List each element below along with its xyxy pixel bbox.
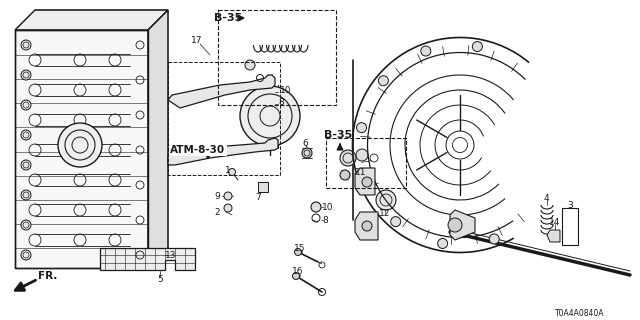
Circle shape	[448, 218, 462, 232]
Polygon shape	[547, 230, 560, 242]
Circle shape	[489, 234, 499, 244]
Circle shape	[356, 123, 367, 132]
Text: 4: 4	[543, 194, 549, 203]
Circle shape	[362, 221, 372, 231]
Polygon shape	[355, 212, 378, 240]
Circle shape	[311, 202, 321, 212]
Circle shape	[21, 190, 31, 200]
Polygon shape	[168, 138, 278, 165]
Polygon shape	[168, 75, 275, 108]
Circle shape	[224, 204, 232, 212]
Circle shape	[292, 273, 300, 279]
Text: 5: 5	[157, 276, 163, 284]
Circle shape	[302, 148, 312, 158]
Circle shape	[340, 150, 356, 166]
Polygon shape	[355, 168, 375, 195]
Circle shape	[224, 192, 232, 200]
Circle shape	[21, 220, 31, 230]
Circle shape	[356, 149, 368, 161]
Bar	[218, 10, 336, 105]
Circle shape	[58, 123, 102, 167]
Text: 12: 12	[380, 209, 390, 218]
Circle shape	[378, 76, 388, 86]
Text: 16: 16	[292, 268, 304, 276]
Polygon shape	[100, 248, 195, 270]
Circle shape	[362, 177, 372, 187]
Text: 13: 13	[165, 251, 177, 260]
Text: 9: 9	[214, 191, 220, 201]
Text: 15: 15	[294, 244, 306, 252]
Text: B-35: B-35	[214, 13, 242, 23]
Polygon shape	[15, 10, 168, 30]
Circle shape	[361, 174, 371, 184]
Text: 7: 7	[255, 193, 261, 202]
Text: B-35: B-35	[324, 130, 352, 140]
Circle shape	[391, 217, 401, 227]
Text: 17: 17	[191, 36, 203, 44]
Circle shape	[240, 86, 300, 146]
Circle shape	[21, 250, 31, 260]
Polygon shape	[15, 30, 148, 268]
Circle shape	[438, 238, 447, 249]
Circle shape	[376, 190, 396, 210]
Circle shape	[21, 40, 31, 50]
Circle shape	[472, 42, 483, 52]
Circle shape	[228, 169, 236, 175]
Text: 8: 8	[322, 215, 328, 225]
Circle shape	[21, 160, 31, 170]
Polygon shape	[148, 10, 168, 268]
Text: T0A4A0840A: T0A4A0840A	[556, 308, 605, 317]
Polygon shape	[450, 210, 475, 240]
Text: 10: 10	[322, 203, 333, 212]
Text: 3: 3	[567, 201, 573, 210]
Text: 10: 10	[280, 85, 291, 94]
Text: 11: 11	[355, 167, 367, 177]
Bar	[326, 138, 406, 188]
Text: 8: 8	[278, 98, 284, 107]
Circle shape	[294, 249, 301, 255]
Circle shape	[21, 100, 31, 110]
Circle shape	[21, 130, 31, 140]
Text: ATM-8-30: ATM-8-30	[170, 145, 225, 155]
Circle shape	[21, 70, 31, 80]
Circle shape	[340, 170, 350, 180]
Text: 14: 14	[549, 218, 561, 227]
Circle shape	[420, 46, 431, 56]
Text: 1: 1	[225, 165, 231, 174]
Polygon shape	[258, 182, 268, 192]
Text: 6: 6	[302, 139, 308, 148]
Text: 2: 2	[214, 207, 220, 217]
Text: FR.: FR.	[38, 271, 58, 281]
Circle shape	[245, 60, 255, 70]
